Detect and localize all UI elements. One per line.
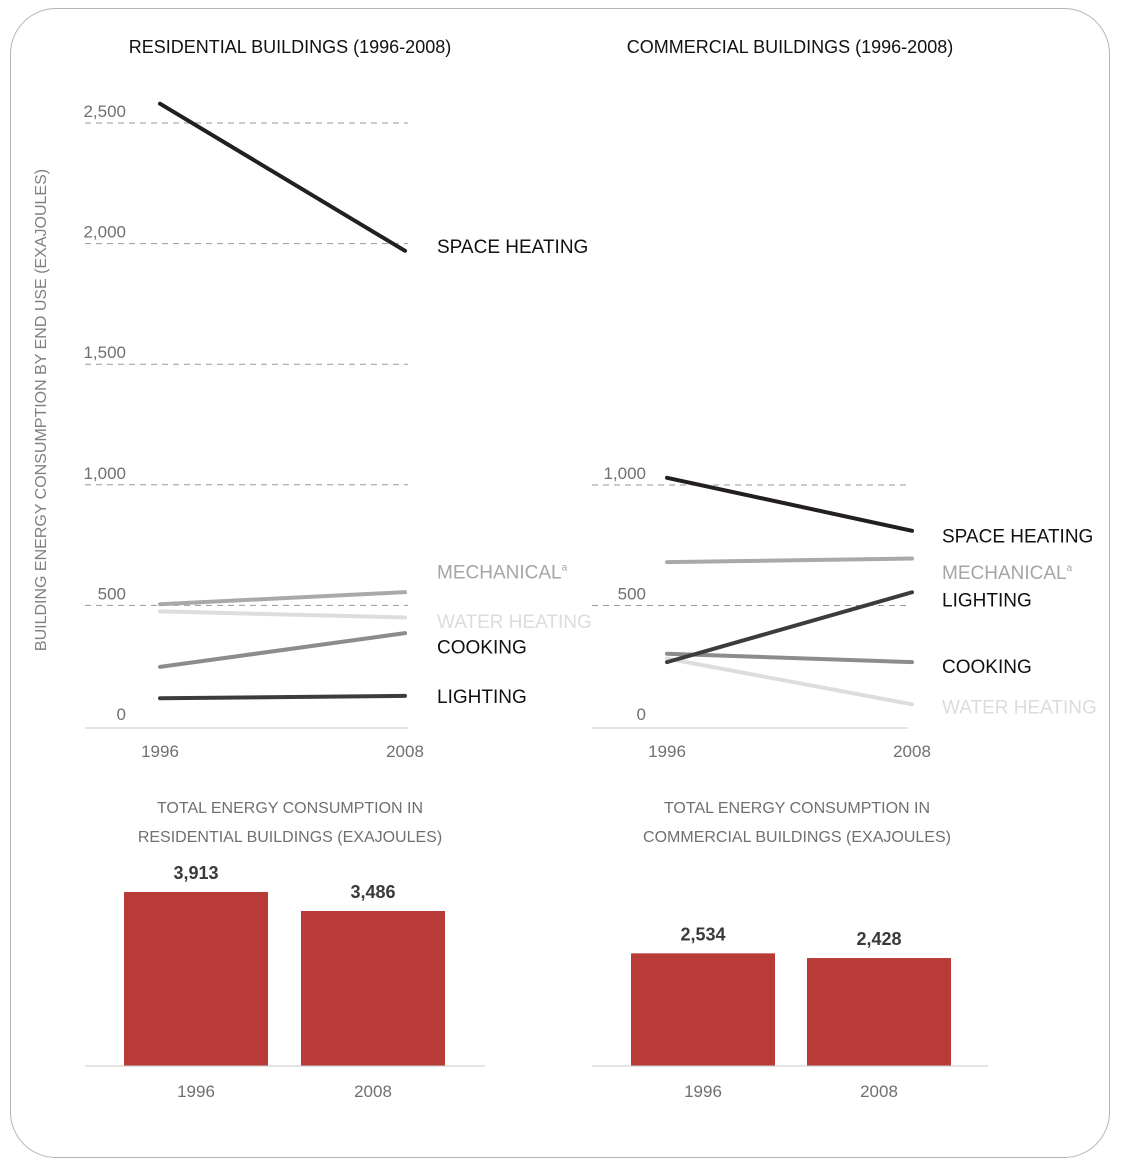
commercial-series-label-space-heating: SPACE HEATING bbox=[942, 527, 1093, 548]
residential-total-chart-title-line: TOTAL ENERGY CONSUMPTION IN bbox=[157, 800, 423, 817]
commercial-series-label-lighting: LIGHTING bbox=[942, 590, 1032, 611]
residential-total-category-label: 1996 bbox=[177, 1082, 215, 1101]
commercial-total-chart-title-line: TOTAL ENERGY CONSUMPTION IN bbox=[664, 800, 930, 817]
residential-series-label-water-heating: WATER HEATING bbox=[437, 612, 592, 633]
residential-series-line-water-heating bbox=[158, 609, 407, 620]
residential-line-chart: RESIDENTIAL BUILDINGS (1996-2008) 2,500 2,… bbox=[83, 37, 591, 761]
residential-total-category-label: 2008 bbox=[354, 1082, 392, 1101]
commercial-series-label-mechanical: MECHANICALa bbox=[942, 563, 1073, 584]
commercial-series-line-water-heating bbox=[665, 656, 914, 707]
residential-total-bar-value-label: 3,913 bbox=[173, 863, 218, 883]
commercial-total-bar bbox=[631, 953, 775, 1066]
residential-y-tick-label: 500 bbox=[98, 584, 126, 603]
residential-series-line-cooking bbox=[158, 631, 407, 669]
residential-x-tick-label: 1996 bbox=[141, 742, 179, 761]
residential-y-tick-label: 0 bbox=[117, 705, 126, 724]
commercial-total-bar-value-label: 2,428 bbox=[856, 929, 901, 949]
commercial-series-label-superscript: a bbox=[1067, 563, 1073, 574]
residential-total-bar bbox=[301, 910, 445, 1066]
residential-y-tick-label: 2,000 bbox=[83, 223, 126, 242]
commercial-total-bar-chart: TOTAL ENERGY CONSUMPTION IN COMMERCIAL BU… bbox=[592, 800, 988, 1101]
commercial-x-tick-label: 2008 bbox=[893, 742, 931, 761]
residential-y-tick-label: 1,000 bbox=[83, 464, 126, 483]
residential-total-bar-chart: TOTAL ENERGY CONSUMPTION IN RESIDENTIAL B… bbox=[85, 800, 485, 1101]
residential-total-bar-value-label: 3,486 bbox=[350, 882, 395, 902]
residential-chart-title: RESIDENTIAL BUILDINGS (1996-2008) bbox=[129, 37, 451, 57]
commercial-series-label-water-heating: WATER HEATING bbox=[942, 698, 1097, 719]
commercial-y-tick-label: 500 bbox=[618, 585, 646, 604]
residential-series-label-superscript: a bbox=[562, 563, 568, 574]
commercial-series-label-cooking: COOKING bbox=[942, 657, 1032, 678]
residential-series-label-space-heating: SPACE HEATING bbox=[437, 237, 588, 258]
residential-series-line-mechanical bbox=[158, 590, 407, 607]
commercial-series-line-lighting bbox=[665, 590, 914, 665]
commercial-total-chart-title-line: COMMERCIAL BUILDINGS (EXAJOULES) bbox=[643, 829, 951, 846]
figure-canvas: BUILDING ENERGY CONSUMPTION BY END USE (… bbox=[33, 37, 1097, 1101]
residential-series-label-lighting: LIGHTING bbox=[437, 687, 527, 708]
commercial-total-bar-value-label: 2,534 bbox=[680, 924, 725, 944]
y-axis-label: BUILDING ENERGY CONSUMPTION BY END USE (… bbox=[33, 169, 50, 651]
residential-y-tick-label: 2,500 bbox=[83, 102, 126, 121]
commercial-y-tick-label: 1,000 bbox=[603, 464, 646, 483]
commercial-total-category-label: 1996 bbox=[684, 1082, 722, 1101]
residential-series-label-mechanical: MECHANICALa bbox=[437, 563, 568, 584]
residential-series-label-cooking: COOKING bbox=[437, 637, 527, 658]
residential-total-chart-title-line: RESIDENTIAL BUILDINGS (EXAJOULES) bbox=[138, 829, 442, 846]
commercial-total-category-label: 2008 bbox=[860, 1082, 898, 1101]
commercial-line-chart: COMMERCIAL BUILDINGS (1996-2008) 1,000 500… bbox=[592, 37, 1097, 761]
commercial-total-bar bbox=[807, 958, 951, 1066]
residential-total-bar bbox=[124, 892, 268, 1066]
commercial-series-line-mechanical bbox=[665, 556, 914, 565]
commercial-x-tick-label: 1996 bbox=[648, 742, 686, 761]
commercial-series-line-cooking bbox=[665, 651, 914, 665]
commercial-chart-title: COMMERCIAL BUILDINGS (1996-2008) bbox=[627, 37, 953, 57]
commercial-y-tick-label: 0 bbox=[637, 705, 646, 724]
commercial-series-line-space-heating bbox=[665, 475, 914, 533]
residential-series-line-lighting bbox=[158, 693, 407, 701]
residential-y-tick-label: 1,500 bbox=[83, 343, 126, 362]
residential-series-line-space-heating bbox=[158, 101, 407, 253]
residential-x-tick-label: 2008 bbox=[386, 742, 424, 761]
